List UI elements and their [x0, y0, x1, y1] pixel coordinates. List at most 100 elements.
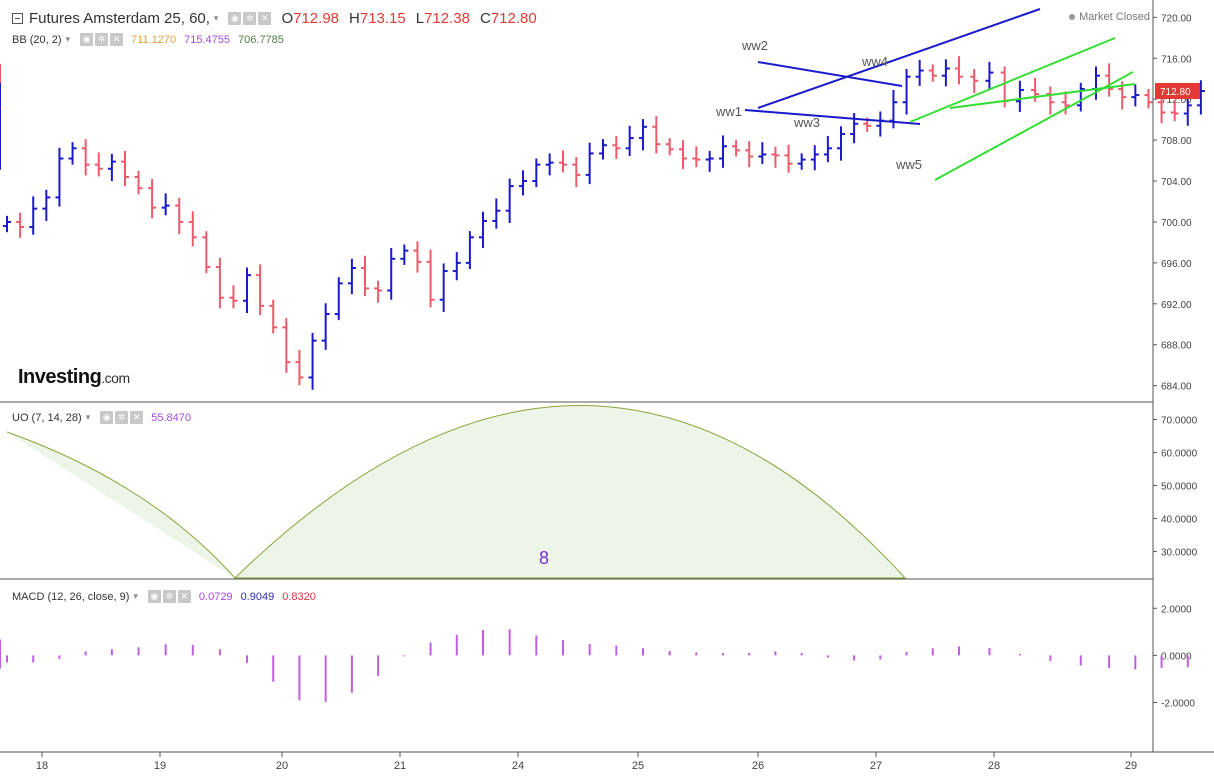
gear-icon[interactable]: ✲	[95, 33, 109, 46]
settings-icon[interactable]: ◉	[228, 12, 242, 25]
ohlc-bar	[188, 211, 197, 247]
ohlc-bar	[1170, 100, 1179, 122]
ohlc-bar	[439, 263, 448, 312]
ohlc-bar	[29, 196, 38, 235]
x-tick-label: 27	[870, 760, 882, 772]
close-icon[interactable]: ✕	[110, 33, 124, 46]
high-value: 713.15	[359, 10, 406, 27]
ohlc-bar	[519, 170, 527, 196]
ohlc-bar	[121, 150, 129, 187]
close-icon[interactable]: ✕	[258, 12, 272, 25]
uo-label: UO (7, 14, 28)	[12, 411, 82, 424]
x-tick-label: 26	[752, 760, 764, 772]
investing-logo: Investing.com	[18, 366, 130, 389]
x-tick-label: 18	[36, 760, 48, 772]
ohlc-bar	[941, 59, 950, 87]
chevron-down-icon[interactable]: ▾	[65, 34, 71, 44]
open-label: O	[281, 10, 294, 27]
close-value: 712.80	[490, 10, 537, 27]
ohlc-bar	[915, 59, 924, 86]
ohlc-bar	[1196, 80, 1205, 115]
eye-icon[interactable]: ◉	[80, 33, 94, 46]
uo-cycle-arc	[233, 405, 907, 579]
eye-icon[interactable]: ◉	[100, 411, 114, 424]
ohlc-bar	[665, 138, 674, 156]
ohlc-bar	[599, 139, 607, 160]
wave-label: ww2	[741, 38, 768, 53]
ohlc-bar	[612, 136, 621, 160]
chevron-down-icon[interactable]: ▾	[133, 591, 138, 601]
gear-icon[interactable]: ✲	[243, 12, 257, 25]
ohlc-bar	[68, 142, 77, 165]
ohlc-bar	[652, 116, 661, 154]
chevron-down-icon[interactable]: ▾	[85, 412, 91, 422]
ohlc-bar	[387, 248, 396, 300]
gear-icon[interactable]: ✲	[162, 590, 176, 603]
ohlc-bar	[970, 69, 979, 94]
uo-legend: UO (7, 14, 28) ▾ ◉ ✲ ✕ 55.8470	[12, 411, 191, 424]
x-tick-label: 20	[276, 760, 288, 772]
ohlc-bar	[771, 146, 780, 168]
logo-suffix: .com	[101, 370, 130, 386]
ohlc-bar	[1076, 82, 1085, 112]
open-value: 712.98	[293, 10, 340, 27]
uo-cycle-arc	[6, 431, 236, 579]
ohlc-bar	[902, 69, 911, 115]
ohlc-bar	[639, 119, 647, 151]
ohlc-bar	[107, 153, 116, 182]
bb-label: BB (20, 2)	[12, 33, 62, 46]
x-tick-label: 19	[154, 760, 166, 772]
chevron-down-icon[interactable]: ▾	[213, 13, 219, 23]
y-tick-label: 50.0000	[1161, 482, 1198, 493]
ohlc-bar	[175, 197, 184, 235]
bb-tools: ◉ ✲ ✕	[78, 33, 124, 46]
ohlc-bar	[505, 178, 514, 223]
ohlc-bar	[758, 142, 767, 165]
y-tick-label: 70.0000	[1161, 416, 1198, 427]
ohlc-bar	[572, 156, 581, 188]
ohlc-bar	[308, 332, 317, 390]
ohlc-bar	[202, 231, 211, 274]
instrument-title: Futures Amsterdam 25, 60,	[29, 10, 210, 27]
price-tag-label: 712.80	[1160, 87, 1191, 98]
minimize-icon[interactable]	[12, 13, 23, 24]
y-tick-label: 688.00	[1161, 341, 1192, 352]
ohlc-bar	[492, 198, 501, 229]
ohlc-bar	[559, 150, 567, 173]
y-tick-label: 684.00	[1161, 382, 1192, 393]
y-tick-label: 700.00	[1161, 218, 1192, 229]
ohlc-bar	[1183, 97, 1192, 126]
wave-label: ww3	[793, 115, 820, 130]
gear-icon[interactable]: ✲	[115, 411, 129, 424]
ohlc-bar	[161, 193, 170, 216]
ohlc-bar	[1131, 84, 1140, 107]
x-tick-label: 25	[632, 760, 644, 772]
eye-icon[interactable]: ◉	[147, 590, 161, 603]
ohlc-bar	[705, 150, 714, 172]
low-label: L	[415, 10, 425, 27]
wave-label: ww4	[861, 54, 888, 69]
ohlc-bar	[16, 212, 25, 238]
close-icon[interactable]: ✕	[177, 590, 191, 603]
macd-label: MACD (12, 26, close, 9)	[12, 590, 130, 603]
close-icon[interactable]: ✕	[130, 411, 144, 424]
y-tick-label: 720.00	[1161, 13, 1192, 24]
ohlc-bar	[1015, 80, 1024, 112]
logo-name: Investing	[18, 366, 102, 388]
bb-upper-value: 715.4755	[184, 33, 231, 46]
market-status: Market Closed	[1069, 11, 1150, 23]
ohlc-bar	[334, 277, 343, 321]
high-label: H	[349, 10, 360, 27]
ohlc-bar	[985, 61, 994, 90]
ohlc-bar	[361, 255, 369, 297]
y-tick-label: 716.00	[1161, 54, 1192, 65]
ohlc-bar	[256, 264, 265, 316]
uo-tools: ◉ ✲ ✕	[98, 411, 144, 424]
ohlc-bar	[282, 318, 291, 373]
trendline	[949, 83, 1136, 109]
ohlc-bar	[745, 141, 754, 168]
ohlc-bar	[321, 303, 330, 350]
x-tick-label: 28	[988, 760, 1000, 772]
